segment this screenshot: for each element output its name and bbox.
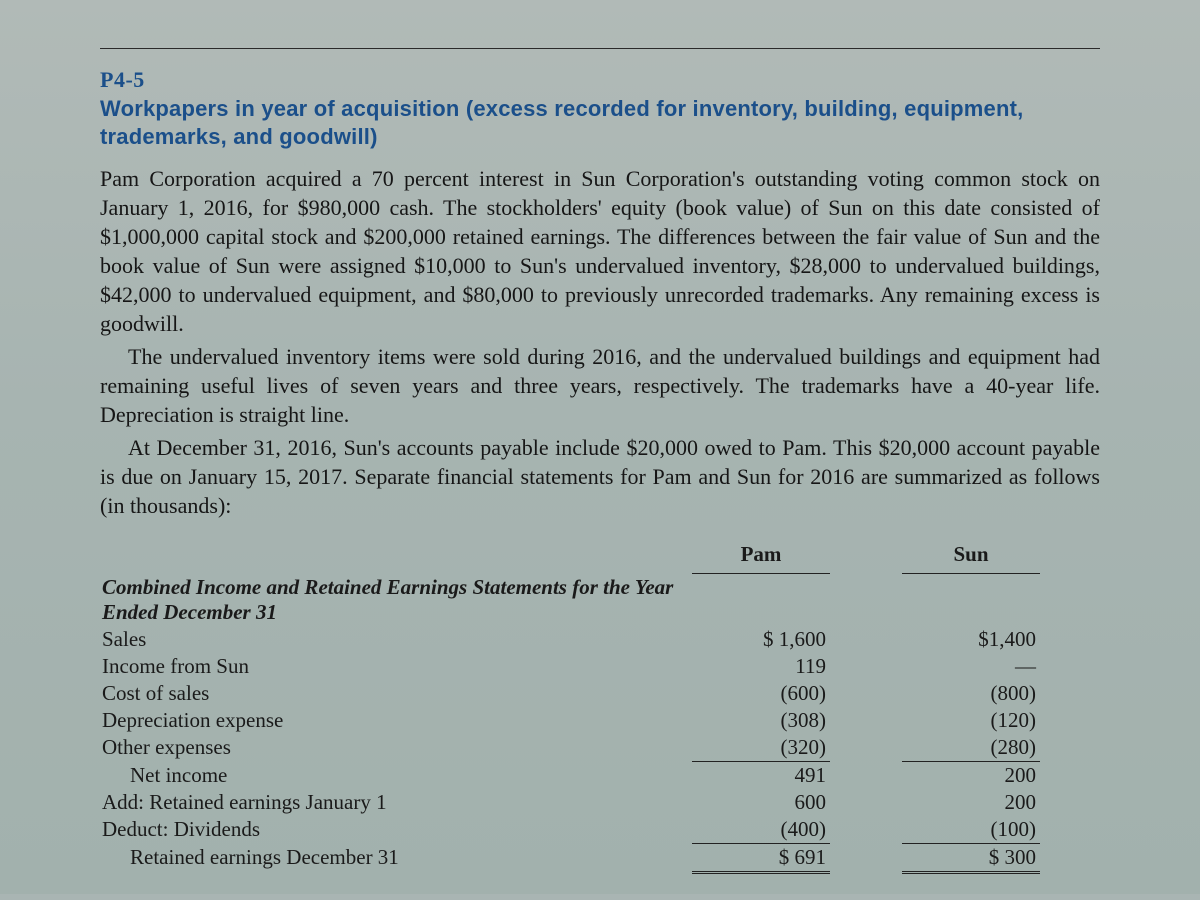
cell-gap <box>830 626 902 653</box>
table-row: Cost of sales(600) (800) <box>102 680 1040 707</box>
row-label: Add: Retained earnings January 1 <box>102 789 692 816</box>
header-pam: Pam <box>692 538 830 574</box>
page-container: P4-5 Workpapers in year of acquisition (… <box>0 0 1200 894</box>
cell-sun: — <box>902 653 1040 680</box>
cell-pam: 119 <box>692 653 830 680</box>
paragraph-1: Pam Corporation acquired a 70 percent in… <box>100 164 1100 338</box>
cell-pam: (600) <box>692 680 830 707</box>
cell-gap <box>830 789 902 816</box>
paragraph-2: The undervalued inventory items were sol… <box>100 342 1100 429</box>
header-sun: Sun <box>902 538 1040 574</box>
cell-blank <box>692 574 830 626</box>
header-blank <box>102 538 692 574</box>
cell-sun: 200 <box>902 761 1040 789</box>
cell-sun: 200 <box>902 789 1040 816</box>
cell-pam: $ 691 <box>692 843 830 872</box>
problem-title: Workpapers in year of acquisition (exces… <box>100 95 1100 150</box>
table-row: Add: Retained earnings January 1600 200 <box>102 789 1040 816</box>
row-label: Sales <box>102 626 692 653</box>
cell-sun: (800) <box>902 680 1040 707</box>
cell-gap <box>830 680 902 707</box>
cell-pam: $ 1,600 <box>692 626 830 653</box>
cell-gap <box>830 734 902 762</box>
cell-pam: (320) <box>692 734 830 762</box>
header-gap <box>830 538 902 574</box>
paragraph-3: At December 31, 2016, Sun's accounts pay… <box>100 433 1100 520</box>
cell-pam: 491 <box>692 761 830 789</box>
cell-gap <box>830 843 902 872</box>
table-row: Sales$ 1,600 $1,400 <box>102 626 1040 653</box>
table-row: Other expenses(320) (280) <box>102 734 1040 762</box>
financial-table-wrap: Pam Sun Combined Income and Retained Ear… <box>100 538 1100 874</box>
row-label: Other expenses <box>102 734 692 762</box>
row-label: Retained earnings December 31 <box>102 843 692 872</box>
cell-sun: (120) <box>902 707 1040 734</box>
table-row: Retained earnings December 31$ 691 $ 300 <box>102 843 1040 872</box>
cell-pam: (308) <box>692 707 830 734</box>
cell-gap <box>830 653 902 680</box>
cell-gap <box>830 816 902 844</box>
cell-gap <box>830 574 902 626</box>
table-row: Deduct: Dividends(400) (100) <box>102 816 1040 844</box>
problem-id: P4-5 <box>100 67 1100 93</box>
table-section-header-row: Combined Income and Retained Earnings St… <box>102 574 1040 626</box>
cell-gap <box>830 707 902 734</box>
row-label: Depreciation expense <box>102 707 692 734</box>
row-label: Cost of sales <box>102 680 692 707</box>
cell-pam: 600 <box>692 789 830 816</box>
cell-pam: (400) <box>692 816 830 844</box>
row-label: Deduct: Dividends <box>102 816 692 844</box>
cell-sun: $1,400 <box>902 626 1040 653</box>
row-label: Net income <box>102 761 692 789</box>
cell-sun: (280) <box>902 734 1040 762</box>
cell-sun: $ 300 <box>902 843 1040 872</box>
cell-blank <box>902 574 1040 626</box>
table-row: Income from Sun119 — <box>102 653 1040 680</box>
section-header: Combined Income and Retained Earnings St… <box>102 574 692 626</box>
table-row: Depreciation expense(308) (120) <box>102 707 1040 734</box>
cell-sun: (100) <box>902 816 1040 844</box>
row-label: Income from Sun <box>102 653 692 680</box>
table-body: Combined Income and Retained Earnings St… <box>102 574 1040 873</box>
cell-gap <box>830 761 902 789</box>
table-header-row: Pam Sun <box>102 538 1040 574</box>
top-rule <box>100 48 1100 49</box>
table-row: Net income491 200 <box>102 761 1040 789</box>
financial-table: Pam Sun Combined Income and Retained Ear… <box>102 538 1040 874</box>
